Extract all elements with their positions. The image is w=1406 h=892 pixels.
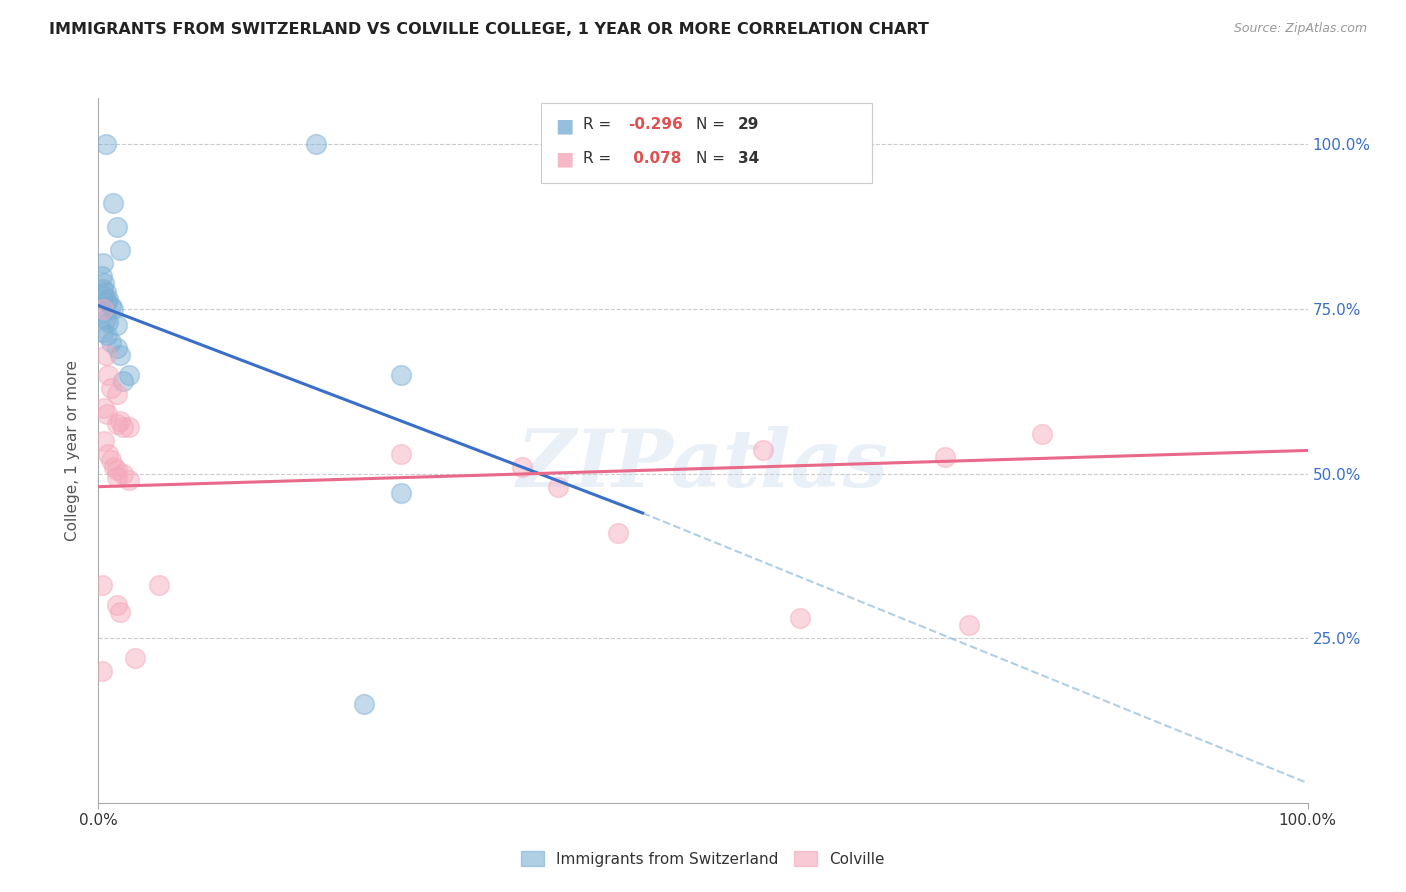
Text: R =: R = [583,151,617,166]
Point [305,137,328,152]
Point [93,434,115,448]
Point [607,525,630,540]
Point [353,697,375,711]
Point [91,268,114,283]
Y-axis label: College, 1 year or more: College, 1 year or more [65,360,80,541]
Point [100,381,122,395]
Text: ■: ■ [555,116,574,135]
Point [101,301,124,316]
Point [934,450,956,464]
Point [111,467,134,481]
Point [100,299,122,313]
Point [1031,427,1053,442]
Point [97,447,120,461]
Point [105,599,128,613]
Point [93,288,115,302]
Point [111,420,134,434]
Point [124,651,146,665]
Point [96,407,118,421]
Point [105,342,128,356]
Point [547,480,569,494]
Point [91,301,114,316]
Point [94,348,117,362]
Point [93,401,115,415]
Point [96,295,118,310]
Text: 34: 34 [738,151,759,166]
Point [510,459,533,474]
Point [108,605,131,619]
Point [957,618,980,632]
Point [389,486,412,500]
Point [94,311,117,326]
Point [100,453,122,467]
Point [97,315,120,329]
Point [105,318,128,333]
Point [108,348,131,362]
Point [91,282,114,296]
Text: IMMIGRANTS FROM SWITZERLAND VS COLVILLE COLLEGE, 1 YEAR OR MORE CORRELATION CHAR: IMMIGRANTS FROM SWITZERLAND VS COLVILLE … [49,22,929,37]
Point [789,611,811,625]
Point [97,368,120,382]
Point [91,305,114,319]
Point [389,368,412,382]
Point [111,374,134,388]
Point [91,325,114,339]
Legend: Immigrants from Switzerland, Colville: Immigrants from Switzerland, Colville [515,845,891,872]
Text: N =: N = [696,151,730,166]
Point [389,447,412,461]
Point [105,463,128,477]
Point [118,473,141,487]
Point [101,196,124,211]
Point [105,470,128,484]
Point [103,459,125,474]
Point [94,285,117,300]
Point [148,578,170,592]
Text: -0.296: -0.296 [628,117,683,132]
Point [100,334,122,349]
Point [91,256,114,270]
Point [97,292,120,306]
Point [108,243,131,257]
Point [91,578,114,592]
Point [118,368,141,382]
Text: N =: N = [696,117,730,132]
Point [96,328,118,343]
Point [105,219,128,234]
Text: ZIPatlas: ZIPatlas [517,425,889,503]
Point [118,420,141,434]
Text: 0.078: 0.078 [628,151,682,166]
Point [105,387,128,401]
Point [94,137,117,152]
Text: 29: 29 [738,117,759,132]
Text: R =: R = [583,117,617,132]
Point [752,443,775,458]
Point [91,664,114,678]
Text: Source: ZipAtlas.com: Source: ZipAtlas.com [1233,22,1367,36]
Point [108,414,131,428]
Point [105,417,128,431]
Text: ■: ■ [555,150,574,169]
Point [93,276,115,290]
